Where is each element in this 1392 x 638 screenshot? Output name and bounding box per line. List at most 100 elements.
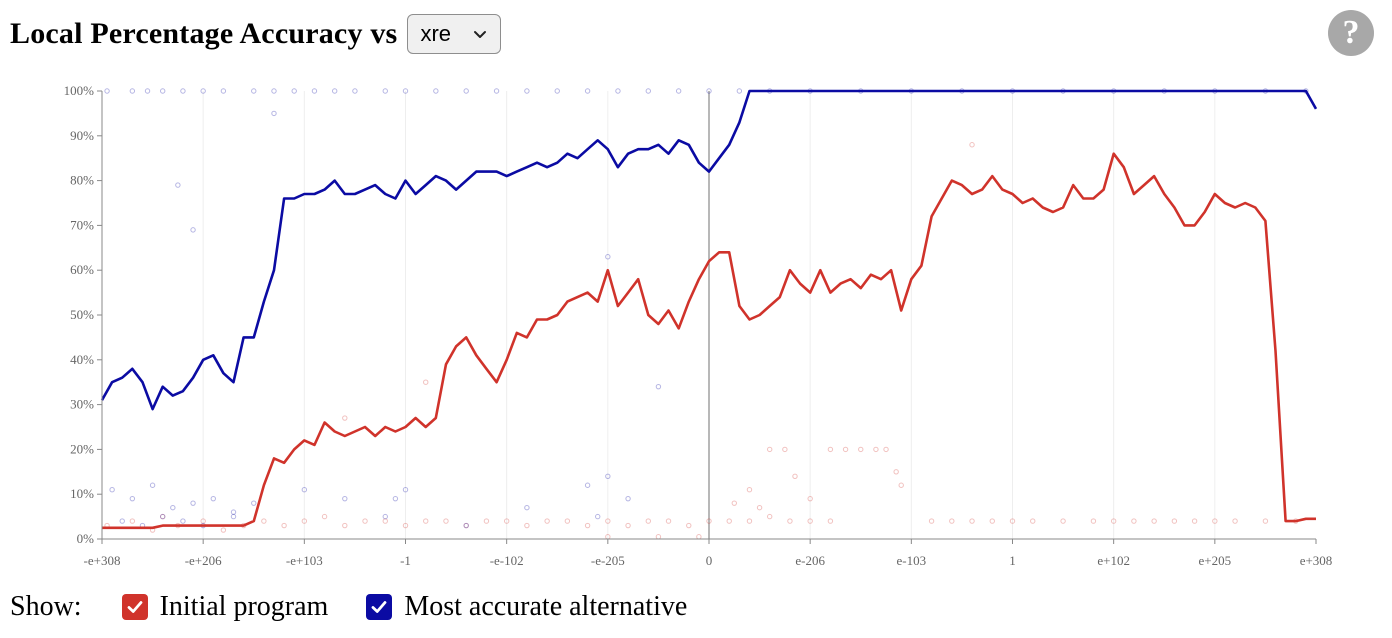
initial-program-point xyxy=(858,446,864,453)
alternative-point xyxy=(271,110,277,117)
alternative-point xyxy=(392,495,399,502)
x-tick-label: -e+103 xyxy=(286,553,323,568)
initial-program-point xyxy=(1232,518,1238,524)
legend-item-most-accurate-alternative[interactable]: Most accurate alternative xyxy=(366,591,687,623)
alternative-point xyxy=(175,182,181,188)
initial-program-point xyxy=(362,518,368,524)
alternative-point xyxy=(402,487,409,493)
initial-program-point xyxy=(503,518,510,524)
initial-program-point xyxy=(1171,518,1178,524)
alternative-point xyxy=(655,383,662,390)
initial-program-point xyxy=(443,518,449,524)
initial-program-point xyxy=(321,513,328,520)
x-tick-label: 0 xyxy=(706,553,713,568)
y-tick-label: 80% xyxy=(70,173,94,188)
legend-item-initial-program[interactable]: Initial program xyxy=(121,591,328,623)
initial-program-point xyxy=(200,518,206,524)
x-tick-label: -e+308 xyxy=(84,553,121,568)
initial-program-point xyxy=(1131,518,1137,524)
initial-program-point xyxy=(281,522,287,529)
initial-program-point xyxy=(883,446,889,453)
initial-program-point xyxy=(898,482,904,488)
y-tick-label: 20% xyxy=(70,441,94,456)
alternative-point xyxy=(251,88,257,94)
legend: Show: Initial program Most accurate alte… xyxy=(10,588,687,626)
alternative-point xyxy=(251,500,257,506)
select-value: xre xyxy=(420,21,451,46)
y-tick-label: 0% xyxy=(77,531,95,546)
x-tick-label: 1 xyxy=(1009,553,1016,568)
alternative-point xyxy=(104,88,110,94)
initial-program-point xyxy=(767,513,773,520)
x-tick-label: e+205 xyxy=(1199,553,1232,568)
y-tick-label: 70% xyxy=(70,217,94,232)
initial-program-point xyxy=(160,513,166,520)
alternative-point xyxy=(433,88,439,94)
initial-program-point xyxy=(989,518,995,524)
checkmark-icon xyxy=(127,601,142,613)
alternative-point xyxy=(402,88,409,94)
alternative-point xyxy=(144,88,151,94)
initial-program-point xyxy=(402,522,409,529)
initial-program-point xyxy=(1009,518,1016,524)
initial-program-checkbox[interactable] xyxy=(121,594,148,620)
initial-program-point xyxy=(1090,518,1097,524)
initial-program-point xyxy=(645,518,651,524)
initial-program-point xyxy=(261,518,267,524)
initial-program-point xyxy=(807,518,813,524)
initial-program-point xyxy=(782,446,788,453)
initial-program-point xyxy=(1110,518,1117,524)
initial-program-point xyxy=(220,527,227,533)
initial-program-point xyxy=(524,522,530,529)
axes-layer: 0% 10% 20% 30% 40% 50% 60% 70% 80% 90% 100% -e+308 -… xyxy=(64,83,1333,568)
most-accurate-alternative-checkbox[interactable] xyxy=(366,594,393,620)
x-tick-label: e+308 xyxy=(1300,553,1333,568)
help-button[interactable]: ? xyxy=(1328,10,1374,56)
initial-program-point xyxy=(827,446,834,453)
initial-program-point xyxy=(625,522,631,529)
alternative-point xyxy=(160,88,166,94)
x-variable-select[interactable]: xre xyxy=(407,14,502,54)
initial-program-point xyxy=(767,446,773,453)
alternative-point xyxy=(625,495,631,502)
checkmark-icon xyxy=(371,601,387,613)
initial-program-point xyxy=(827,518,834,524)
initial-program-point xyxy=(342,415,348,421)
initial-program-point xyxy=(969,518,975,524)
initial-program-point xyxy=(342,522,348,529)
alternative-point xyxy=(210,495,216,502)
initial-program-point xyxy=(1060,518,1066,524)
alternative-point xyxy=(615,88,621,94)
alternative-point xyxy=(584,88,591,94)
alternative-point xyxy=(675,88,682,94)
initial-program-line xyxy=(102,152,1316,530)
initial-program-point xyxy=(696,534,702,540)
alternative-point xyxy=(524,504,530,511)
points-layer xyxy=(104,88,1309,540)
initial-program-point xyxy=(787,518,793,524)
alternative-point xyxy=(149,482,156,488)
y-tick-label: 100% xyxy=(64,83,95,98)
alternative-point xyxy=(160,513,166,520)
initial-program-point xyxy=(969,142,975,148)
alternative-point xyxy=(129,88,136,94)
alternative-point xyxy=(230,513,237,520)
alternative-point xyxy=(382,88,388,94)
initial-program-point xyxy=(665,518,672,524)
alternative-point xyxy=(180,518,186,524)
alternative-point xyxy=(352,88,358,94)
initial-program-point xyxy=(1030,518,1036,524)
grid-layer xyxy=(202,91,1216,539)
chart-title: Local Percentage Accuracy vs xyxy=(10,17,398,50)
initial-program-point xyxy=(301,518,308,524)
initial-program-point xyxy=(544,518,550,524)
y-tick-label: 60% xyxy=(70,262,94,277)
initial-program-point xyxy=(807,495,813,502)
initial-program-point xyxy=(949,518,955,524)
alternative-point xyxy=(129,495,136,502)
initial-program-point xyxy=(463,522,469,529)
alternative-point xyxy=(271,88,277,94)
alternative-point xyxy=(524,88,530,94)
alternative-point xyxy=(493,88,500,94)
initial-program-point xyxy=(605,518,611,524)
